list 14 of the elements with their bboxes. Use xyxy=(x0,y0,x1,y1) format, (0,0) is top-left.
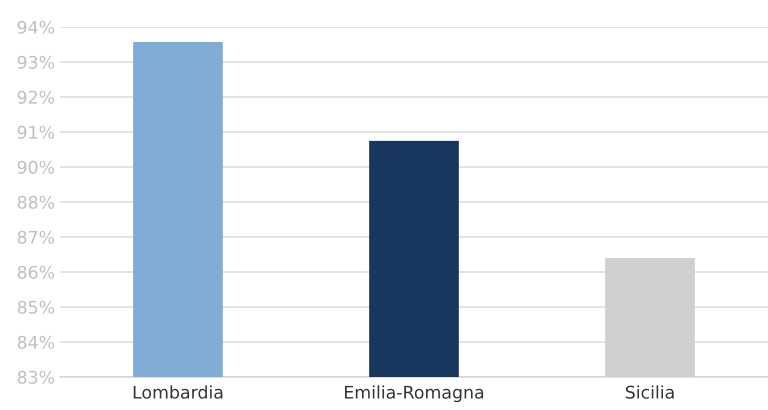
y-tick-label: 86% xyxy=(18,266,54,279)
y-tick-label: 88% xyxy=(18,196,54,209)
y-tick-label: 90% xyxy=(18,160,54,174)
y-tick-label: 94% xyxy=(18,20,54,34)
y-tick-label: 87% xyxy=(18,230,54,244)
y-tick-label: 83% xyxy=(18,370,54,384)
x-tick-label: Lombardia xyxy=(134,385,222,399)
y-tick-label: 92% xyxy=(18,90,54,104)
x-tick-label: Emilia-Romagna xyxy=(345,385,484,402)
y-tick-label: 84% xyxy=(18,336,54,349)
y-tick-label: 91% xyxy=(18,126,54,139)
x-tick-label: Sicilia xyxy=(626,385,674,399)
y-tick-label: 93% xyxy=(18,56,54,69)
y-tick-label: 85% xyxy=(18,300,54,314)
